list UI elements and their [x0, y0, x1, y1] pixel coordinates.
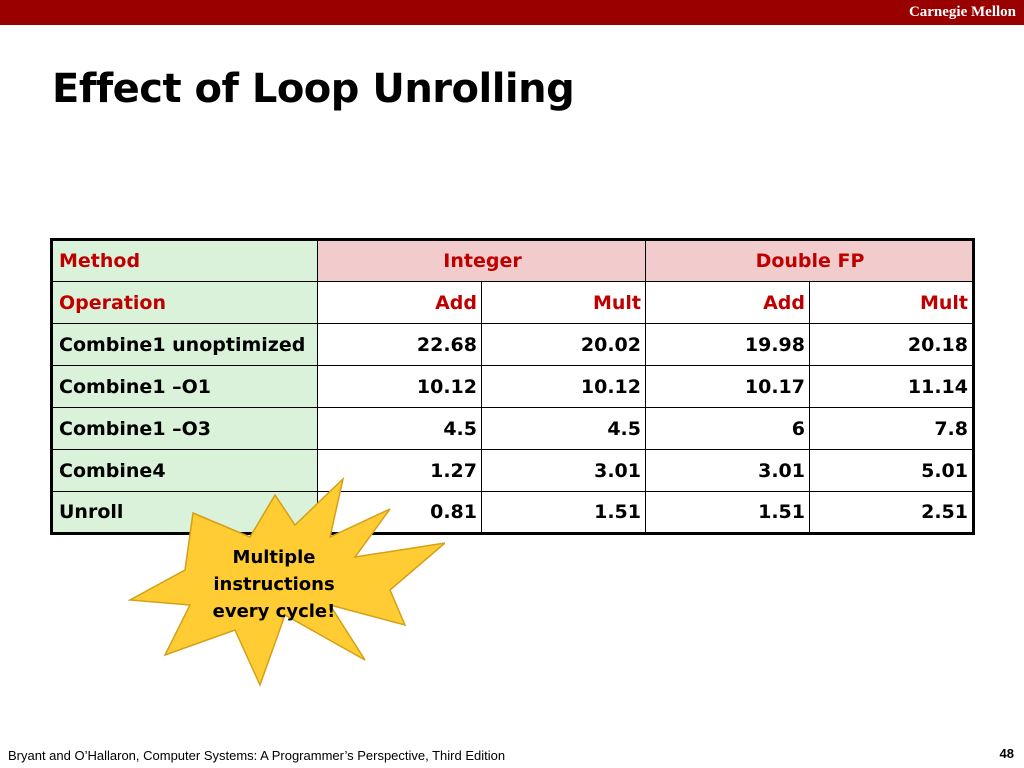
performance-table: Method Integer Double FP Operation Add M…: [50, 238, 975, 535]
callout-text: Multiple instructions every cycle!: [194, 544, 354, 625]
callout-line: instructions: [213, 574, 335, 595]
op-fp-add: Add: [645, 281, 810, 324]
table-cell: 1.51: [645, 491, 810, 534]
table-cell: 4.5: [317, 407, 482, 450]
table-cell: 5.01: [809, 449, 974, 492]
page-number: 48: [999, 746, 1014, 761]
callout-line: every cycle!: [212, 601, 336, 622]
row-label: Combine1 –O3: [51, 407, 318, 450]
table-row: Combine1 –O1 10.12 10.12 10.17 11.14: [51, 365, 974, 408]
table-cell: 2.51: [809, 491, 974, 534]
op-fp-mult: Mult: [809, 281, 974, 324]
op-int-mult: Mult: [481, 281, 646, 324]
table-cell: 0.81: [317, 491, 482, 534]
integer-header: Integer: [317, 239, 646, 282]
table-cell: 20.18: [809, 323, 974, 366]
method-header: Method: [51, 239, 318, 282]
table-row: Combine1 –O3 4.5 4.5 6 7.8: [51, 407, 974, 450]
row-label: Combine1 –O1: [51, 365, 318, 408]
table-cell: 4.5: [481, 407, 646, 450]
table-row: Combine4 1.27 3.01 3.01 5.01: [51, 449, 974, 492]
table-cell: 22.68: [317, 323, 482, 366]
double-fp-header: Double FP: [645, 239, 974, 282]
table-row: Combine1 unoptimized 22.68 20.02 19.98 2…: [51, 323, 974, 366]
table-cell: 1.51: [481, 491, 646, 534]
table-cell: 6: [645, 407, 810, 450]
row-label: Combine1 unoptimized: [51, 323, 318, 366]
slide-title: Effect of Loop Unrolling: [52, 66, 575, 112]
table-cell: 3.01: [481, 449, 646, 492]
table-cell: 10.12: [317, 365, 482, 408]
table-cell: 20.02: [481, 323, 646, 366]
brand-label: Carnegie Mellon: [908, 4, 1016, 20]
operation-row: Operation Add Mult Add Mult: [51, 281, 974, 324]
table-cell: 3.01: [645, 449, 810, 492]
operation-header: Operation: [51, 281, 318, 324]
starburst-callout-shape: [127, 476, 445, 687]
footer-citation: Bryant and O’Hallaron, Computer Systems:…: [8, 748, 506, 763]
table-cell: 19.98: [645, 323, 810, 366]
row-label: Combine4: [51, 449, 318, 492]
table-cell: 10.17: [645, 365, 810, 408]
table-header-row: Method Integer Double FP: [51, 239, 974, 282]
header-bar: Carnegie Mellon: [0, 0, 1024, 25]
table-cell: 11.14: [809, 365, 974, 408]
op-int-add: Add: [317, 281, 482, 324]
starburst-polygon: [127, 476, 445, 687]
callout-line: Multiple: [232, 547, 316, 568]
table-cell: 7.8: [809, 407, 974, 450]
table-cell: 1.27: [317, 449, 482, 492]
table-cell: 10.12: [481, 365, 646, 408]
